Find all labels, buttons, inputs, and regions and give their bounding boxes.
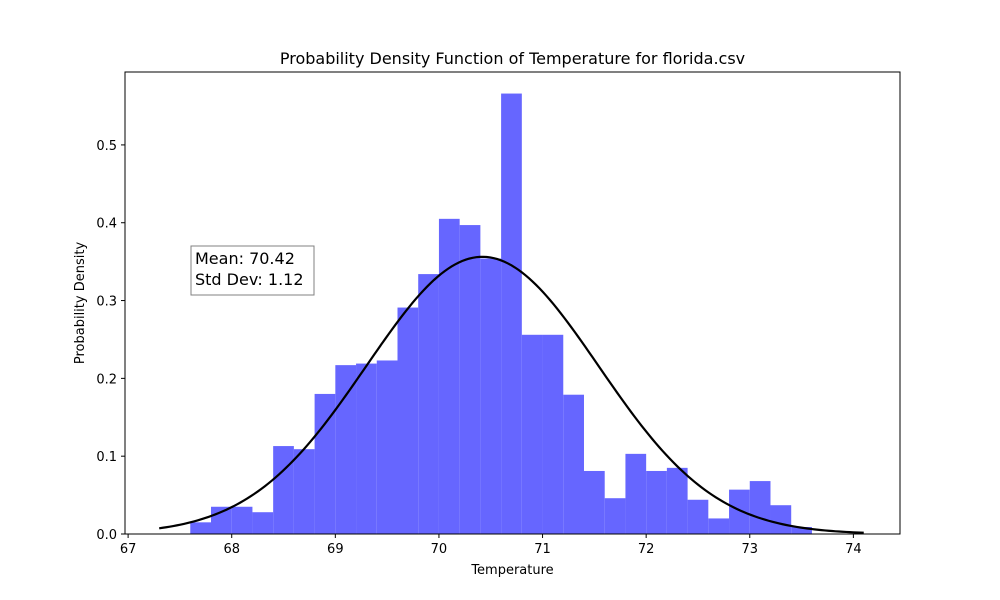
histogram-bar xyxy=(376,360,398,534)
histogram-bar xyxy=(563,394,584,534)
x-tick-label: 67 xyxy=(120,542,137,557)
histogram-bar xyxy=(418,274,439,534)
plot-area-frame xyxy=(124,71,901,535)
x-tick-label: 69 xyxy=(327,542,344,557)
histogram-bar xyxy=(646,470,667,534)
histogram-bar xyxy=(397,307,419,534)
histogram-bar xyxy=(501,93,522,534)
x-tick-label: 74 xyxy=(845,542,862,557)
histogram-bar xyxy=(480,258,502,534)
histogram-bar xyxy=(625,453,647,534)
histogram-bar xyxy=(356,363,377,534)
histogram-bar xyxy=(521,334,543,534)
pdf-curve xyxy=(159,255,864,534)
y-axis-label: Probability Density xyxy=(73,242,88,365)
stats-mean-text: Mean: 70.42 xyxy=(195,249,295,268)
x-axis-label: Temperature xyxy=(470,563,553,578)
y-tick-label: 0.1 xyxy=(96,450,117,465)
histogram-bar xyxy=(729,489,750,534)
histogram-bar xyxy=(583,470,605,534)
stats-annotation-box: Mean: 70.42 Std Dev: 1.12 xyxy=(190,245,315,296)
histogram-bar xyxy=(749,481,771,534)
histogram-bar xyxy=(273,446,294,534)
stats-std-text: Std Dev: 1.12 xyxy=(195,270,304,289)
y-tick-label: 0.0 xyxy=(96,528,117,543)
y-tick-label: 0.4 xyxy=(96,217,117,232)
x-tick-label: 71 xyxy=(534,542,551,557)
y-tick-label: 0.2 xyxy=(96,372,117,387)
histogram-bar xyxy=(438,218,460,535)
histogram-bar xyxy=(791,526,812,534)
histogram-bar xyxy=(190,522,211,534)
x-tick-label: 73 xyxy=(741,542,758,557)
chart-title: Probability Density Function of Temperat… xyxy=(280,49,745,68)
histogram-bar xyxy=(687,499,709,534)
histogram-bar xyxy=(604,498,626,534)
histogram-bar xyxy=(708,518,730,534)
y-tick-label: 0.3 xyxy=(96,295,117,310)
y-tick-label: 0.5 xyxy=(96,139,117,154)
x-tick-label: 72 xyxy=(638,542,655,557)
histogram-bar xyxy=(770,505,792,534)
x-axis-ticks: 67 68 69 70 71 72 73 74 xyxy=(120,534,862,557)
histogram-bar xyxy=(252,512,274,534)
y-axis-ticks: 0.0 0.1 0.2 0.3 0.4 0.5 xyxy=(96,139,125,543)
histogram-bar xyxy=(666,467,688,534)
histogram-bars xyxy=(190,93,812,535)
stats-annotation-frame xyxy=(190,245,315,296)
histogram-bar xyxy=(335,365,357,534)
histogram-bar xyxy=(293,449,315,534)
histogram-bar xyxy=(542,334,564,534)
histogram-bar xyxy=(459,225,481,534)
x-tick-label: 68 xyxy=(223,542,240,557)
histogram-bar xyxy=(231,506,253,534)
pdf-curve-layer xyxy=(159,255,864,534)
x-tick-label: 70 xyxy=(431,542,448,557)
